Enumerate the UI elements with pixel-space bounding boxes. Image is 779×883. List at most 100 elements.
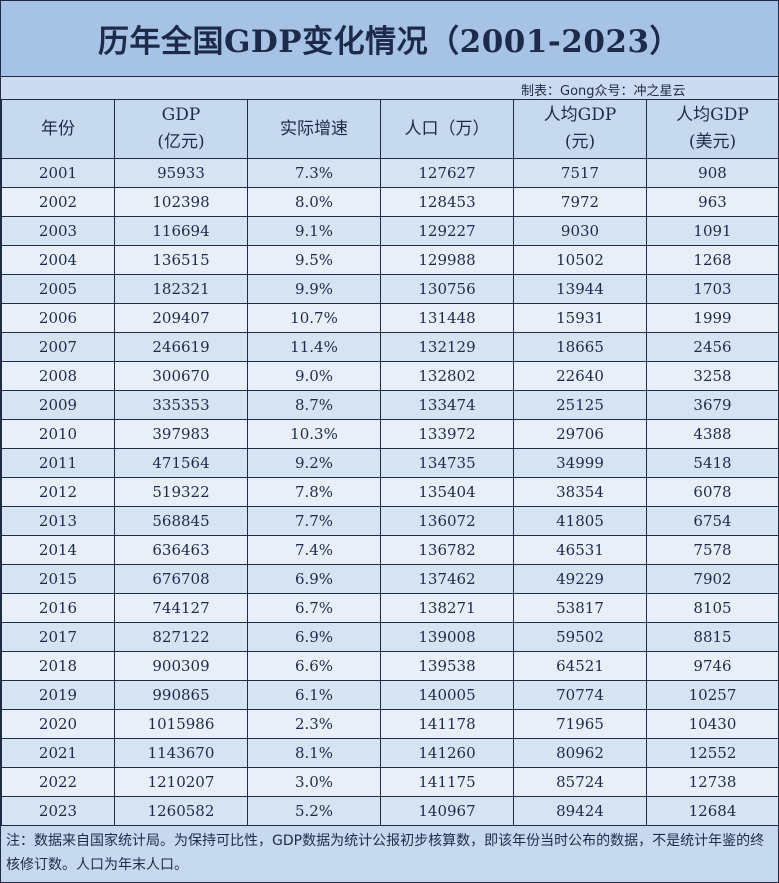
- cell-gdp: 116694: [114, 216, 248, 246]
- cell-year: 2004: [1, 245, 115, 275]
- table-row: 2010 397983 10.3% 133972 29706 4388: [1, 419, 779, 449]
- table-row: 2022 1210207 3.0% 141175 85724 12738: [1, 767, 779, 797]
- table-row: 2007 246619 11.4% 132129 18665 2456: [1, 332, 779, 362]
- cell-growth: 6.9%: [247, 622, 381, 652]
- cell-gdp-per-capita-usd: 7902: [646, 564, 779, 594]
- cell-gdp: 95933: [114, 158, 248, 188]
- cell-year: 2020: [1, 709, 115, 739]
- cell-growth: 3.0%: [247, 767, 381, 797]
- cell-gdp-per-capita-cny: 25125: [513, 390, 647, 420]
- cell-gdp-per-capita-usd: 6078: [646, 477, 779, 507]
- cell-year: 2021: [1, 738, 115, 768]
- cell-gdp-per-capita-cny: 7517: [513, 158, 647, 188]
- cell-gdp: 209407: [114, 303, 248, 333]
- cell-growth: 6.7%: [247, 593, 381, 623]
- cell-growth: 6.9%: [247, 564, 381, 594]
- cell-gdp-per-capita-usd: 1091: [646, 216, 779, 246]
- cell-gdp-per-capita-usd: 10430: [646, 709, 779, 739]
- table-row: 2009 335353 8.7% 133474 25125 3679: [1, 390, 779, 420]
- cell-population: 138271: [380, 593, 514, 623]
- column-header-year: 年份: [1, 99, 115, 159]
- cell-gdp-per-capita-cny: 85724: [513, 767, 647, 797]
- cell-population: 127627: [380, 158, 514, 188]
- cell-growth: 8.7%: [247, 390, 381, 420]
- column-header-gdp: GDP (亿元): [114, 99, 248, 159]
- cell-gdp-per-capita-usd: 9746: [646, 651, 779, 681]
- cell-gdp-per-capita-cny: 7972: [513, 187, 647, 217]
- cell-growth: 7.7%: [247, 506, 381, 536]
- cell-gdp-per-capita-cny: 64521: [513, 651, 647, 681]
- cell-year: 2001: [1, 158, 115, 188]
- cell-gdp: 246619: [114, 332, 248, 362]
- cell-population: 136782: [380, 535, 514, 565]
- cell-growth: 6.1%: [247, 680, 381, 710]
- table-row: 2021 1143670 8.1% 141260 80962 12552: [1, 738, 779, 768]
- cell-gdp-per-capita-cny: 34999: [513, 448, 647, 478]
- cell-gdp: 1210207: [114, 767, 248, 797]
- cell-growth: 2.3%: [247, 709, 381, 739]
- cell-population: 137462: [380, 564, 514, 594]
- cell-gdp-per-capita-cny: 13944: [513, 274, 647, 304]
- column-header-population: 人口（万）: [380, 99, 514, 159]
- cell-gdp-per-capita-cny: 46531: [513, 535, 647, 565]
- cell-growth: 7.3%: [247, 158, 381, 188]
- cell-gdp-per-capita-cny: 38354: [513, 477, 647, 507]
- cell-population: 141178: [380, 709, 514, 739]
- cell-gdp-per-capita-usd: 1268: [646, 245, 779, 275]
- cell-gdp-per-capita-usd: 12684: [646, 796, 779, 826]
- cell-population: 139538: [380, 651, 514, 681]
- cell-population: 133972: [380, 419, 514, 449]
- cell-population: 129227: [380, 216, 514, 246]
- cell-year: 2014: [1, 535, 115, 565]
- credit-text: 制表：Gong众号：冲之星云: [521, 84, 686, 99]
- cell-gdp-per-capita-cny: 70774: [513, 680, 647, 710]
- cell-gdp: 397983: [114, 419, 248, 449]
- table-row: 2003 116694 9.1% 129227 9030 1091: [1, 216, 779, 246]
- column-header-line: 人均GDP: [543, 105, 617, 125]
- table-row: 2005 182321 9.9% 130756 13944 1703: [1, 274, 779, 304]
- cell-growth: 9.5%: [247, 245, 381, 275]
- table-row: 2001 95933 7.3% 127627 7517 908: [1, 158, 779, 188]
- cell-population: 129988: [380, 245, 514, 275]
- table-row: 2011 471564 9.2% 134735 34999 5418: [1, 448, 779, 478]
- cell-gdp: 335353: [114, 390, 248, 420]
- cell-year: 2010: [1, 419, 115, 449]
- cell-growth: 11.4%: [247, 332, 381, 362]
- table-row: 2006 209407 10.7% 131448 15931 1999: [1, 303, 779, 333]
- cell-population: 139008: [380, 622, 514, 652]
- column-header-line: 人均GDP: [676, 105, 749, 125]
- cell-population: 133474: [380, 390, 514, 420]
- cell-population: 131448: [380, 303, 514, 333]
- cell-gdp-per-capita-usd: 5418: [646, 448, 779, 478]
- cell-year: 2022: [1, 767, 115, 797]
- cell-gdp-per-capita-cny: 10502: [513, 245, 647, 275]
- cell-gdp: 676708: [114, 564, 248, 594]
- cell-growth: 9.2%: [247, 448, 381, 478]
- cell-year: 2018: [1, 651, 115, 681]
- cell-year: 2006: [1, 303, 115, 333]
- cell-population: 130756: [380, 274, 514, 304]
- cell-gdp-per-capita-usd: 2456: [646, 332, 779, 362]
- cell-gdp: 636463: [114, 535, 248, 565]
- cell-gdp-per-capita-usd: 4388: [646, 419, 779, 449]
- cell-gdp: 900309: [114, 651, 248, 681]
- cell-year: 2017: [1, 622, 115, 652]
- column-header-line: (元): [564, 132, 596, 152]
- cell-year: 2013: [1, 506, 115, 536]
- cell-year: 2003: [1, 216, 115, 246]
- cell-gdp: 1260582: [114, 796, 248, 826]
- table-row: 2017 827122 6.9% 139008 59502 8815: [1, 622, 779, 652]
- table-row: 2016 744127 6.7% 138271 53817 8105: [1, 593, 779, 623]
- cell-growth: 7.4%: [247, 535, 381, 565]
- cell-growth: 9.1%: [247, 216, 381, 246]
- column-header-line: GDP: [161, 105, 201, 125]
- table-row: 2023 1260582 5.2% 140967 89424 12684: [1, 796, 779, 826]
- cell-growth: 5.2%: [247, 796, 381, 826]
- cell-gdp: 471564: [114, 448, 248, 478]
- cell-year: 2011: [1, 448, 115, 478]
- cell-growth: 8.1%: [247, 738, 381, 768]
- cell-growth: 10.3%: [247, 419, 381, 449]
- cell-year: 2015: [1, 564, 115, 594]
- table-row: 2018 900309 6.6% 139538 64521 9746: [1, 651, 779, 681]
